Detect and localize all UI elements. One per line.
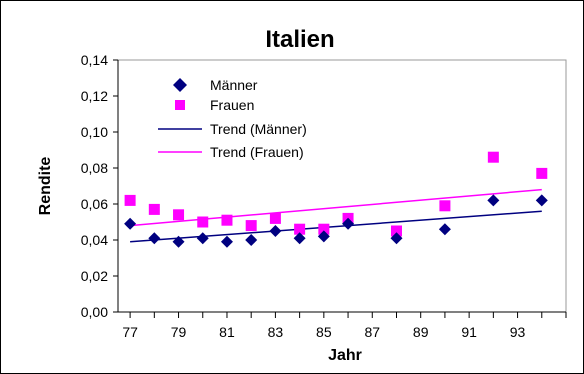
data-point-maenner (220, 235, 233, 248)
x-tick-label: 91 (461, 324, 477, 340)
data-point-maenner (293, 232, 306, 245)
data-point-maenner (148, 232, 161, 245)
legend-label-trend-frauen: Trend (Frauen) (210, 144, 304, 160)
data-point-frauen (390, 225, 402, 237)
data-point-maenner (317, 230, 330, 243)
y-tick-label: 0,00 (81, 304, 108, 320)
data-point-maenner (438, 223, 451, 236)
data-point-maenner (124, 217, 137, 230)
y-tick-label: 0,02 (81, 268, 108, 284)
y-tick-label: 0,06 (81, 196, 108, 212)
y-tick-label: 0,14 (81, 52, 108, 68)
data-points (124, 151, 548, 248)
legend-label-maenner: Männer (210, 77, 258, 93)
x-tick-label: 87 (364, 324, 380, 340)
data-point-frauen (487, 151, 499, 163)
x-tick-label: 77 (122, 324, 138, 340)
data-point-frauen (294, 223, 306, 235)
data-point-maenner (269, 225, 282, 237)
chart-title: Italien (265, 26, 334, 53)
x-tick-label: 81 (219, 324, 235, 340)
x-tick-label: 83 (268, 324, 284, 340)
data-point-maenner (172, 235, 185, 248)
data-point-frauen (269, 212, 281, 224)
data-point-frauen (173, 209, 185, 221)
legend-label-trend-maenner: Trend (Männer) (210, 121, 307, 137)
data-point-frauen (197, 216, 209, 228)
data-point-maenner (342, 217, 355, 230)
x-tick-label: 79 (171, 324, 187, 340)
legend: Männer Frauen Trend (Männer) Trend (Frau… (158, 77, 307, 160)
x-tick-label: 89 (413, 324, 429, 340)
y-tick-label: 0,10 (81, 124, 108, 140)
x-axis-title: Jahr (328, 347, 362, 364)
legend-label-frauen: Frauen (210, 97, 254, 113)
data-point-maenner (196, 232, 209, 245)
data-point-maenner (390, 232, 403, 245)
data-point-frauen (318, 223, 330, 235)
data-point-frauen (536, 167, 548, 179)
legend-marker-maenner (173, 78, 187, 92)
data-point-maenner (245, 234, 258, 246)
x-tick-labels: 77 79 81 83 85 87 89 91 93 (122, 324, 525, 340)
data-point-maenner (487, 194, 500, 207)
y-tick-label: 0,04 (81, 232, 108, 248)
y-tick-label: 0,12 (81, 88, 108, 104)
y-tick-label: 0,08 (81, 160, 108, 176)
y-axis-title: Rendite (37, 157, 54, 216)
y-tick-labels: 0,00 0,02 0,04 0,06 0,08 0,10 0,12 0,14 (81, 52, 108, 320)
data-point-frauen (221, 214, 233, 226)
data-point-frauen (439, 200, 451, 212)
data-point-frauen (124, 194, 136, 206)
data-point-frauen (245, 220, 257, 232)
x-tick-label: 85 (316, 324, 332, 340)
axes (113, 59, 567, 318)
data-point-frauen (148, 203, 160, 215)
legend-marker-frauen (175, 100, 185, 110)
data-point-maenner (535, 194, 548, 207)
x-tick-label: 93 (510, 324, 526, 340)
plot-area (117, 59, 567, 313)
